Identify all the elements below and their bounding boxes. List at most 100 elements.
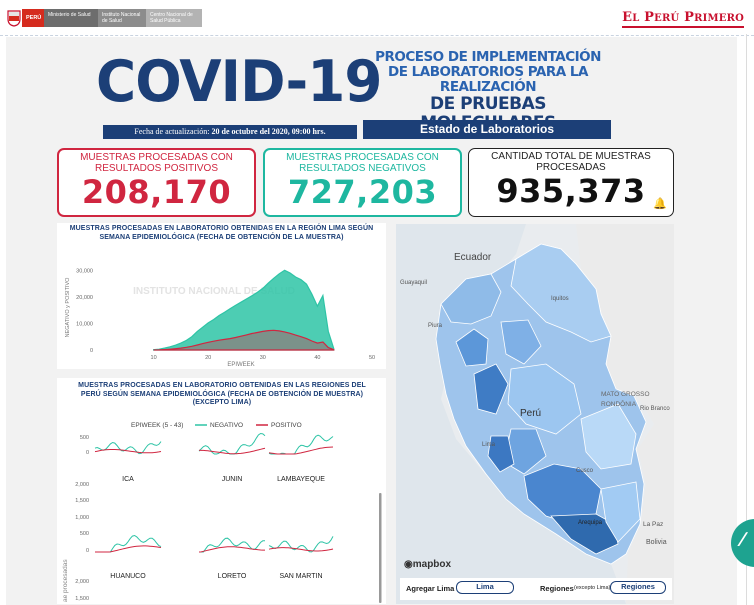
regions-small-multiples[interactable]: EPIWEEK (5 - 43) NEGATIVO POSITIVO 500 0 2… bbox=[57, 378, 386, 604]
region-madre-de-dios[interactable] bbox=[580, 403, 637, 470]
y-tick-label: 20,000 bbox=[76, 295, 93, 301]
series-area-positivo[interactable] bbox=[153, 329, 335, 351]
region-lima[interactable] bbox=[487, 435, 515, 473]
frame-edge bbox=[746, 34, 747, 605]
map-label-ecuador: Ecuador bbox=[454, 252, 492, 263]
region-loreto[interactable] bbox=[510, 243, 612, 343]
x-tick-label: 50 bbox=[369, 355, 375, 361]
add-lima-label: Agregar Lima bbox=[406, 584, 455, 593]
bell-icon[interactable]: 🔔 bbox=[653, 198, 667, 210]
kpi-total-label: CANTIDAD TOTAL DE MUESTRAS PROCESADAS bbox=[491, 151, 651, 173]
map-label-cusco: Cusco bbox=[576, 468, 594, 474]
region-label: HUANUCO bbox=[110, 573, 146, 580]
tick-label: 2,000 bbox=[75, 579, 89, 585]
peru-choropleth-map[interactable]: Ecuador Guayaquil Iquitos Piura Perú Lim… bbox=[396, 224, 674, 604]
tick-label: 2,000 bbox=[75, 482, 89, 488]
el-peru-primero-logo[interactable]: EL PERÚ PRIMERO bbox=[622, 11, 744, 28]
floating-action-button[interactable]: ∕ bbox=[731, 519, 754, 567]
map-label-la-paz: La Paz bbox=[643, 521, 663, 528]
tick-label: 0 bbox=[86, 548, 89, 554]
pencil-icon: ∕ bbox=[741, 529, 745, 551]
ins-label: Instituto Nacional de Salud bbox=[98, 9, 146, 27]
region-ucayali[interactable] bbox=[507, 363, 582, 435]
map-footer: Agregar Lima Lima Regiones (excepto Lima… bbox=[400, 578, 672, 600]
tick-label: 1,000 bbox=[75, 515, 89, 521]
regions-scrollbar[interactable] bbox=[379, 493, 382, 603]
sparkline-positive-lambayeque[interactable] bbox=[268, 446, 334, 455]
region-arequipa[interactable] bbox=[550, 513, 619, 555]
kpi-negative-value: 727,203 bbox=[287, 173, 438, 211]
region-lambayeque[interactable] bbox=[455, 328, 489, 367]
peru-seal-icon bbox=[6, 9, 22, 27]
tick-label: 500 bbox=[80, 531, 89, 537]
sparkline-positive-junin[interactable] bbox=[198, 447, 266, 455]
update-label: Fecha de actualización: bbox=[134, 127, 210, 136]
y-tick-label: 30,000 bbox=[76, 268, 93, 274]
sparkline-negative-ica[interactable] bbox=[94, 441, 162, 455]
y-tick-label: 0 bbox=[90, 348, 93, 354]
map-label-piura: Piura bbox=[428, 323, 443, 329]
regions-chart-title: MUESTRAS PROCESADAS EN LABORATORIO OBTEN… bbox=[78, 382, 366, 406]
series-area-negativo[interactable] bbox=[153, 269, 335, 351]
kpi-negative-card: MUESTRAS PROCESADAS CON RESULTADOS NEGAT… bbox=[263, 148, 462, 217]
map-label-peru: Perú bbox=[520, 408, 541, 419]
map-label-rondonia: RONDÔNIA bbox=[601, 399, 637, 408]
minsa-label: Ministerio de Salud bbox=[44, 9, 98, 27]
sparkline-negative-lambayeque[interactable] bbox=[268, 434, 334, 455]
sparkline-positive-loreto[interactable] bbox=[198, 546, 265, 553]
kpi-total-card: CANTIDAD TOTAL DE MUESTRAS PROCESADAS 93… bbox=[468, 148, 674, 217]
map-label-bolivia: Bolivia bbox=[646, 539, 667, 546]
region-san-martin[interactable] bbox=[500, 319, 542, 365]
region-piura[interactable] bbox=[440, 273, 502, 325]
lima-chart-title: MUESTRAS PROCESADAS EN LABORATORIO OBTEN… bbox=[69, 225, 374, 241]
update-date-bar: Fecha de actualización: 20 de octubre de… bbox=[103, 125, 357, 139]
map-label-iquitos: Iquitos bbox=[551, 296, 569, 302]
sparkline-positive-san-martin[interactable] bbox=[268, 547, 334, 552]
sparkline-positive-ica[interactable] bbox=[94, 449, 162, 454]
mapbox-text: mapbox bbox=[412, 559, 452, 570]
kpi-total-value: 935,373 bbox=[496, 172, 646, 210]
map-label-mato-grosso: MATO GROSSO bbox=[601, 391, 650, 398]
tick-label: 1,500 bbox=[75, 498, 89, 504]
region-label: SAN MARTIN bbox=[279, 573, 322, 580]
map-label-rio-branco: Rio Branco bbox=[640, 406, 670, 412]
brand-part: RIMERO bbox=[694, 13, 744, 24]
tick-label: 0 bbox=[86, 450, 89, 456]
lima-x-axis-label: EPIWEEK bbox=[227, 362, 254, 368]
x-tick-label: 10 bbox=[151, 355, 157, 361]
region-la-libertad[interactable] bbox=[473, 363, 509, 415]
brazil-bolivia-area bbox=[576, 224, 674, 604]
lima-area-chart[interactable]: INSTITUTO NACIONAL DE SALUD NEGATIVO y P… bbox=[57, 223, 386, 369]
sparkline-negative-huanuco[interactable] bbox=[95, 534, 162, 553]
regions-legend: EPIWEEK (5 - 43) NEGATIVO POSITIVO bbox=[131, 422, 302, 429]
estado-laboratorios-bar: Estado de Laboratorios bbox=[363, 120, 611, 139]
peru-label: PERÚ bbox=[22, 9, 44, 27]
map-labels: Ecuador Guayaquil Iquitos Piura Perú Lim… bbox=[400, 252, 670, 546]
legend-positive: POSITIVO bbox=[271, 422, 302, 429]
regions-button[interactable]: Regiones bbox=[610, 581, 666, 594]
lima-y-axis-label: NEGATIVO y POSITIVO bbox=[65, 277, 71, 338]
tick-label: 1,500 bbox=[75, 596, 89, 602]
brand-part: ERÚ bbox=[654, 13, 680, 24]
mapbox-logo[interactable]: ◉mapbox bbox=[404, 559, 452, 570]
government-logos: PERÚ Ministerio de Salud Instituto Nacio… bbox=[6, 9, 202, 27]
sparkline-positive-huanuco[interactable] bbox=[95, 545, 162, 553]
lima-chart-panel: MUESTRAS PROCESADAS EN LABORATORIO OBTEN… bbox=[57, 223, 386, 369]
legend-negative: NEGATIVO bbox=[210, 422, 243, 429]
kpi-positive-card: MUESTRAS PROCESADAS CON RESULTADOS POSIT… bbox=[57, 148, 256, 217]
peru-map-panel[interactable]: Ecuador Guayaquil Iquitos Piura Perú Lim… bbox=[396, 224, 674, 604]
kpi-positive-label: MUESTRAS PROCESADAS CON RESULTADOS POSIT… bbox=[80, 152, 233, 174]
x-tick-label: 40 bbox=[314, 355, 320, 361]
region-puno[interactable] bbox=[600, 481, 641, 543]
dashboard-subtitle: PROCESO DE IMPLEMENTACIÓN DE LABORATORIO… bbox=[364, 50, 612, 133]
subtitle-line-1: PROCESO DE IMPLEMENTACIÓN bbox=[375, 49, 601, 65]
lima-button[interactable]: Lima bbox=[456, 581, 514, 594]
regions-chart-panel: MUESTRAS PROCESADAS EN LABORATORIO OBTEN… bbox=[57, 378, 386, 604]
map-label-lima: Lima bbox=[482, 442, 496, 448]
x-tick-label: 20 bbox=[205, 355, 211, 361]
covid-title: COVID-19 bbox=[96, 49, 383, 115]
sparkline-negative-san-martin[interactable] bbox=[268, 536, 334, 553]
region-label: JUNIN bbox=[222, 476, 243, 483]
regions-label: Regiones bbox=[540, 584, 574, 593]
kpi-positive-value: 208,170 bbox=[81, 173, 232, 211]
